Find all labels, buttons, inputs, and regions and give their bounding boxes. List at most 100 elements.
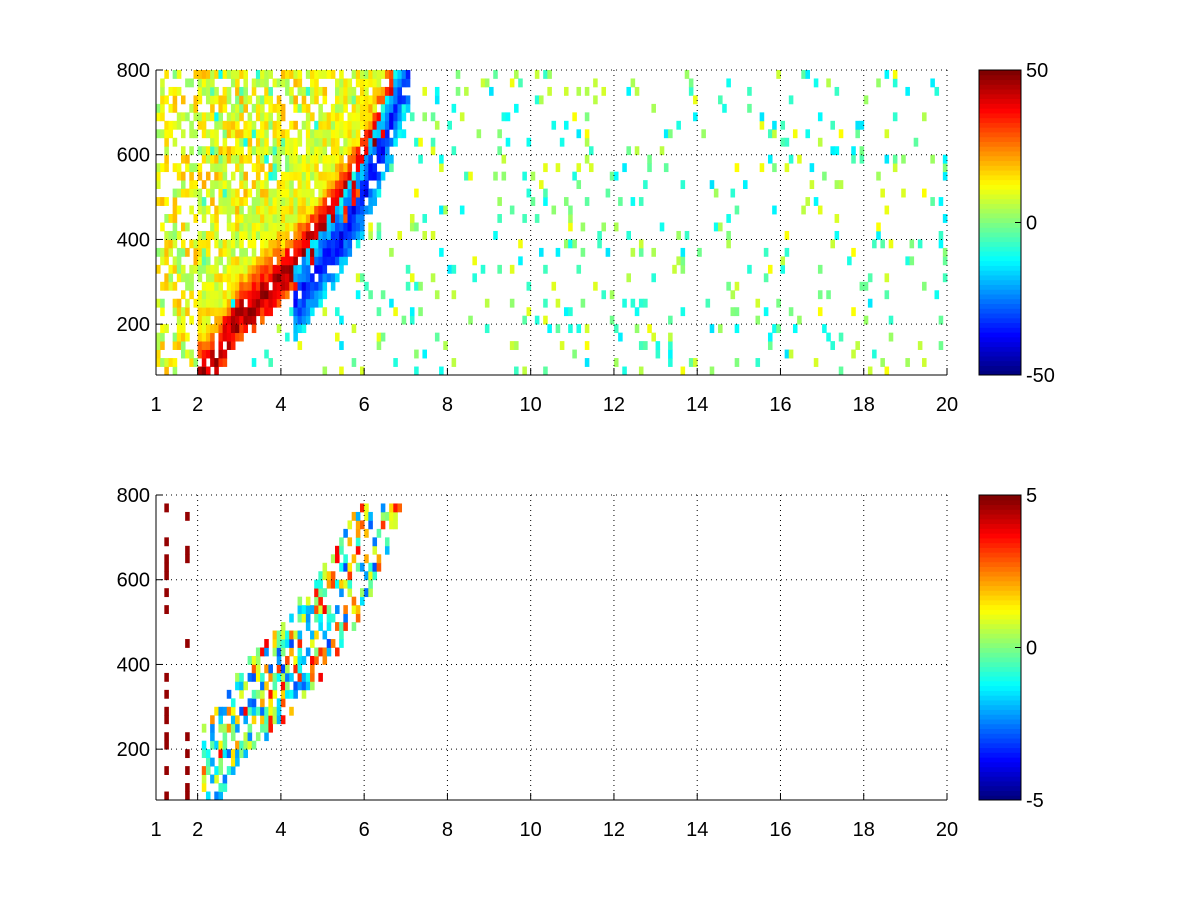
heatmap-cell — [197, 307, 203, 317]
colorbar-segment — [979, 652, 1021, 658]
heatmap-cell — [339, 222, 344, 232]
heatmap-cell — [351, 596, 357, 606]
heatmap-cell — [359, 154, 365, 164]
heatmap-cell — [235, 740, 240, 750]
colorbar-segment — [979, 523, 1021, 529]
heatmap-cell — [509, 298, 515, 308]
heatmap-cell — [251, 180, 257, 190]
colorbar-segment — [979, 556, 1021, 563]
heatmap-cell — [180, 146, 186, 156]
heatmap-cell — [276, 112, 282, 122]
heatmap-cell — [230, 732, 236, 742]
y-tick-label: 400 — [117, 654, 150, 676]
heatmap-cell — [264, 78, 269, 88]
heatmap-cell — [613, 358, 619, 367]
heatmap-cell — [359, 120, 365, 130]
heatmap-cell — [376, 528, 382, 538]
colorbar-segment — [979, 265, 1021, 271]
heatmap-cell — [197, 366, 203, 376]
heatmap-cell — [226, 205, 232, 215]
heatmap-cell — [205, 239, 211, 249]
heatmap-cell — [776, 324, 781, 334]
heatmap-cell — [156, 332, 161, 342]
heatmap-cell — [168, 281, 174, 291]
heatmap-cell — [222, 358, 228, 367]
heatmap-cell — [347, 180, 353, 190]
heatmap-cell — [343, 180, 348, 190]
heatmap-cell — [272, 273, 278, 283]
heatmap-cell — [863, 315, 869, 325]
heatmap-cell — [193, 264, 199, 274]
heatmap-cell — [193, 256, 199, 266]
heatmap-cell — [376, 129, 382, 139]
heatmap-cell — [401, 70, 407, 79]
heatmap-cell — [160, 332, 165, 342]
heatmap-cell — [855, 129, 860, 139]
heatmap-cell — [359, 222, 365, 232]
heatmap-cell — [272, 78, 278, 88]
heatmap-cell — [301, 154, 307, 164]
heatmap-cell — [293, 630, 298, 640]
colorbar-segment — [979, 141, 1021, 147]
heatmap-cell — [218, 723, 224, 733]
heatmap-cell — [638, 298, 644, 308]
colorbar-segment — [979, 495, 1021, 501]
heatmap-cell — [272, 630, 278, 640]
heatmap-cell — [251, 689, 257, 699]
heatmap-cell — [343, 129, 348, 139]
heatmap-cell — [580, 222, 586, 232]
heatmap-cell — [801, 70, 806, 79]
heatmap-cell — [247, 146, 253, 156]
heatmap-cell — [543, 315, 548, 325]
colorbar-segment — [979, 680, 1021, 687]
heatmap-cell — [205, 749, 211, 759]
heatmap-cell — [264, 205, 269, 215]
heatmap-cell — [368, 137, 373, 147]
heatmap-cell — [268, 86, 273, 96]
heatmap-cell — [264, 171, 269, 181]
heatmap-cell — [193, 70, 199, 79]
colorbar-segment — [979, 170, 1021, 176]
heatmap-cell — [176, 307, 182, 317]
heatmap-cell — [255, 78, 261, 88]
heatmap-cell — [322, 137, 328, 147]
heatmap-cell — [389, 520, 394, 530]
heatmap-cell — [405, 70, 411, 79]
colorbar-segment — [979, 351, 1021, 357]
heatmap-cell — [884, 129, 890, 139]
heatmap-cell — [318, 588, 323, 598]
heatmap-cell — [572, 112, 577, 122]
heatmap-cell — [339, 180, 344, 190]
heatmap-cell — [305, 307, 311, 317]
heatmap-cell — [264, 214, 269, 223]
heatmap-cell — [568, 239, 573, 249]
heatmap-cell — [330, 163, 336, 173]
heatmap-cell — [280, 647, 286, 657]
heatmap-cell — [389, 95, 394, 105]
heatmap-cell — [272, 137, 278, 147]
heatmap-cell — [301, 605, 307, 615]
heatmap-cell — [164, 163, 169, 173]
heatmap-cell — [322, 205, 328, 215]
colorbar-segment — [979, 193, 1021, 200]
heatmap-cell — [376, 554, 382, 564]
heatmap-cell — [276, 214, 282, 223]
colorbar-segment — [979, 274, 1021, 281]
heatmap-cell — [384, 146, 390, 156]
heatmap-cell — [156, 247, 161, 257]
heatmap-cell — [160, 129, 165, 139]
heatmap-cell — [164, 562, 169, 572]
heatmap-cell — [372, 188, 378, 198]
heatmap-cell — [514, 341, 519, 350]
heatmap-cell — [289, 630, 294, 640]
colorbar-segment — [979, 198, 1021, 204]
heatmap-cell — [230, 315, 236, 325]
heatmap-cell — [347, 146, 353, 156]
heatmap-cell — [285, 664, 290, 674]
heatmap-cell — [609, 290, 615, 300]
heatmap-cell — [230, 222, 236, 232]
heatmap-cell — [368, 562, 373, 572]
heatmap-cell — [289, 307, 294, 317]
heatmap-cell — [318, 137, 323, 147]
heatmap-cell — [214, 307, 219, 317]
